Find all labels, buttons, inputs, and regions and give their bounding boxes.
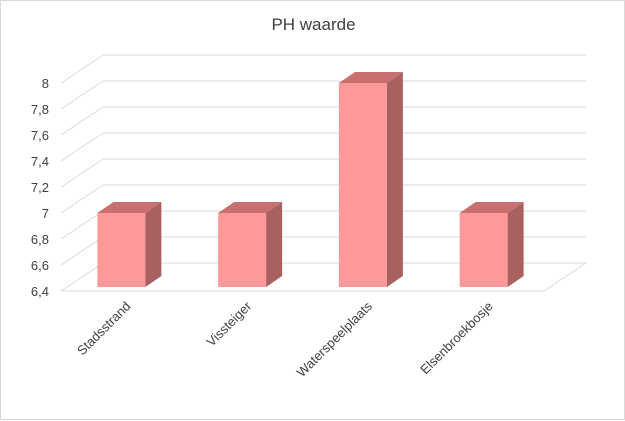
y-tick-label: 7 [42,206,49,221]
x-category-label: Waterspeelplaats [294,298,376,380]
gridline-diagonal [60,132,104,162]
gridline-diagonal [60,80,104,110]
y-tick-label: 7,8 [31,102,49,117]
y-tick-label: 6,8 [31,232,49,247]
x-category-label: Vissteiger [203,298,254,349]
bar-top [218,202,283,213]
gridline-diagonal [60,106,104,136]
gridline-diagonal [60,236,104,266]
bar-top [338,72,403,83]
gridline-diagonal [60,184,104,214]
y-tick-label: 7,4 [31,154,49,169]
floor-right-edge [543,262,587,292]
bar-front [459,213,508,287]
gridline-diagonal [60,54,104,84]
chart-title: PH waarde [271,15,356,34]
gridline-diagonal [60,210,104,240]
x-category-label: Stadsstrand [74,299,134,359]
bar-side [386,72,403,287]
bar-top [459,202,524,213]
gridline-diagonal [60,158,104,188]
y-tick-label: 7,6 [31,128,49,143]
bar-side [145,202,162,287]
y-tick-label: 6,4 [31,284,49,299]
y-tick-label: 6,6 [31,258,49,273]
bar-side [266,202,283,287]
bar-front [338,83,387,287]
gridline-diagonal [60,262,104,292]
bar-front [97,213,146,287]
bar-front [218,213,267,287]
bar-top [97,202,162,213]
y-tick-label: 8 [42,76,49,91]
x-category-label: Elsenbroekbosje [417,299,496,378]
bar-side [507,202,524,287]
y-tick-label: 7,2 [31,180,49,195]
